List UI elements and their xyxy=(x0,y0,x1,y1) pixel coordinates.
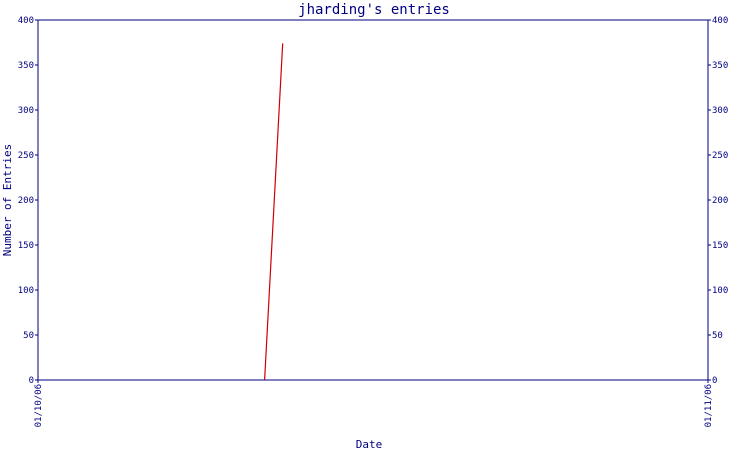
y-tick-label-right: 200 xyxy=(712,196,728,206)
plot-frame xyxy=(37,19,709,381)
y-tick-label-left: 50 xyxy=(23,331,34,341)
y-tick-label-right: 0 xyxy=(712,376,717,386)
y-tick-label-right: 250 xyxy=(712,151,728,161)
y-tick-label-left: 100 xyxy=(18,286,34,296)
y-tick-label-right: 350 xyxy=(712,61,728,71)
x-axis-label: Date xyxy=(356,438,383,450)
y-tick-label-left: 200 xyxy=(18,196,34,206)
y-tick-label-left: 250 xyxy=(18,151,34,161)
chart-title: jharding's entries xyxy=(298,2,450,18)
y-tick-label-left: 400 xyxy=(18,16,34,26)
y-tick-label-left: 0 xyxy=(29,376,34,386)
y-tick-label-right: 150 xyxy=(712,241,728,251)
y-axis-label: Number of Entries xyxy=(1,144,14,257)
y-tick-label-left: 350 xyxy=(18,61,34,71)
y-tick-label-right: 50 xyxy=(712,331,723,341)
entries-series-line xyxy=(264,43,284,381)
y-tick-label-left: 300 xyxy=(18,106,34,116)
y-tick-label-right: 100 xyxy=(712,286,728,296)
y-tick-label-left: 150 xyxy=(18,241,34,251)
x-tick-label: 01/10/06 xyxy=(34,384,44,427)
x-tick-label: 01/11/06 xyxy=(704,384,714,427)
y-tick-label-right: 300 xyxy=(712,106,728,116)
y-tick-label-right: 400 xyxy=(712,16,728,26)
